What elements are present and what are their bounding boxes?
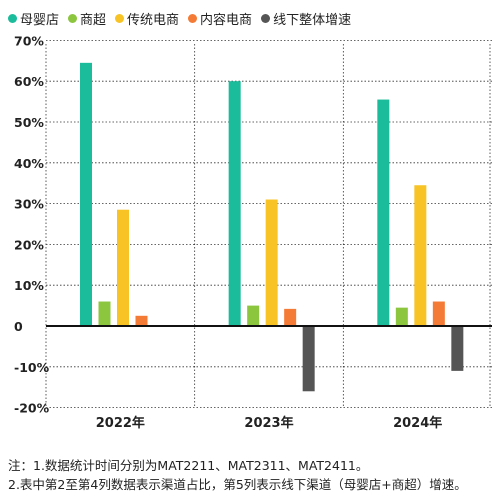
legend-swatch <box>8 13 17 23</box>
footnotes: 注：1.数据统计时间分别为MAT2211、MAT2311、MAT2411。 2.… <box>8 456 498 494</box>
y-tick-label: 70% <box>14 33 44 48</box>
legend-label: 母婴店 <box>20 12 60 28</box>
legend-item: 传统电商 <box>115 9 179 28</box>
bar <box>432 301 445 326</box>
bar <box>284 308 297 326</box>
bar <box>302 326 315 392</box>
legend-swatch <box>188 13 198 23</box>
y-tick-label: 50% <box>14 115 44 130</box>
legend-label: 商超 <box>80 12 107 28</box>
bar <box>395 307 408 326</box>
y-tick-label: -20% <box>14 401 50 416</box>
legend-label: 传统电商 <box>127 12 180 28</box>
bar <box>228 81 241 326</box>
y-tick-label: 30% <box>14 197 44 212</box>
legend-item: 母婴店 <box>8 9 59 28</box>
y-tick-label: 60% <box>14 74 44 89</box>
legend-item: 商超 <box>68 9 106 28</box>
bar <box>117 209 129 326</box>
y-tick-label: 10% <box>14 278 44 293</box>
y-tick-label: 20% <box>14 237 44 252</box>
legend-label: 线下整体增速 <box>273 12 352 28</box>
bar <box>135 315 148 326</box>
chart-plot: 70% 60% 50% 40% 30% 20% 10% 0 -10% -20% 2022年 2023年… <box>14 33 492 431</box>
legend-swatch <box>115 13 125 23</box>
bar <box>80 62 92 327</box>
y-tick-label: 0 <box>14 319 23 334</box>
footnote-2: 2.表中第2至第4列数据表示渠道占比，第5列表示线下渠道（母婴店+商超）增速。 <box>8 477 467 492</box>
legend: 母婴店 商超 传统电商 内容电商 线下整体增速 <box>8 8 351 28</box>
x-tick-label: 2022年 <box>96 415 145 431</box>
legend-swatch <box>68 13 78 23</box>
bar <box>247 305 260 326</box>
bar <box>414 185 427 326</box>
bar <box>265 199 278 326</box>
legend-item: 线下整体增速 <box>261 9 351 28</box>
x-tick-label: 2024年 <box>393 415 442 431</box>
legend-swatch <box>261 13 271 23</box>
bar <box>451 326 464 371</box>
bar <box>377 99 390 326</box>
legend-label: 内容电商 <box>200 12 253 28</box>
y-tick-label: -10% <box>14 360 50 375</box>
footnote-1: 注：1.数据统计时间分别为MAT2211、MAT2311、MAT2411。 <box>8 458 369 473</box>
x-tick-label: 2023年 <box>244 415 293 431</box>
y-tick-label: 40% <box>14 156 44 171</box>
legend-item: 内容电商 <box>188 9 252 28</box>
bar <box>98 301 111 326</box>
